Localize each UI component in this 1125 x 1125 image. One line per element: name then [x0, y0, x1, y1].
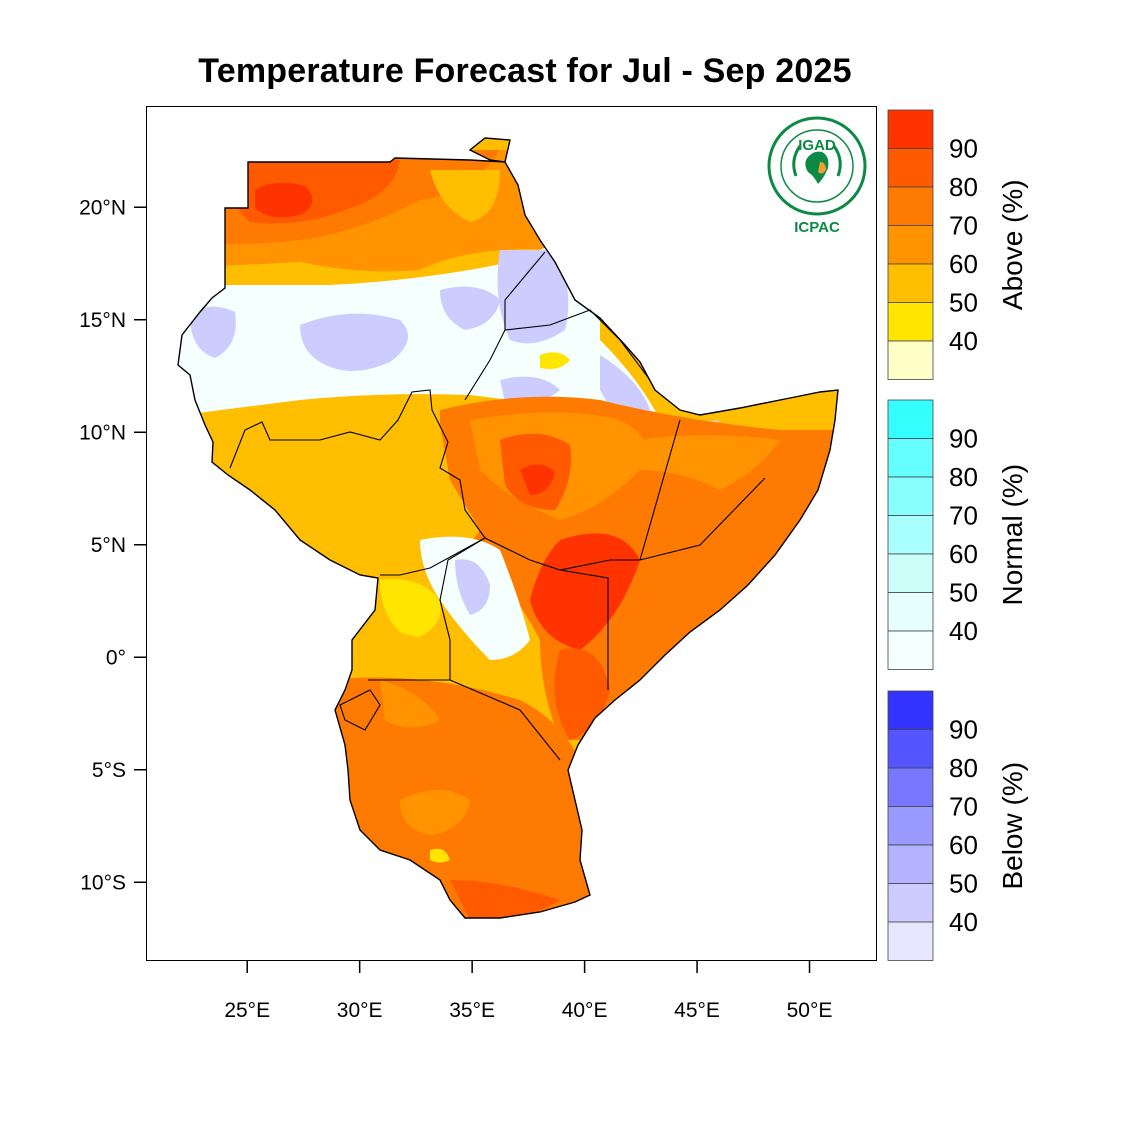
legend-label: 70	[949, 792, 978, 822]
legend-swatch	[887, 515, 934, 555]
legend-label: 70	[949, 501, 978, 531]
igad-icpac-logo: IGAD ICPAC	[767, 116, 867, 236]
legend-label: 80	[949, 172, 978, 202]
x-tick-label: 40°E	[562, 999, 608, 1022]
legend-swatch	[887, 186, 934, 226]
y-tick-label: 5°N	[91, 534, 126, 557]
x-tick-label: 25°E	[224, 999, 270, 1022]
legend-title: Below (%)	[997, 762, 1028, 890]
legend-swatch	[887, 729, 934, 769]
x-tick-label: 50°E	[787, 999, 833, 1022]
legend-title: Above (%)	[997, 179, 1028, 310]
legend-swatch	[887, 148, 934, 188]
y-tick-label: 0°	[106, 646, 126, 669]
africa-icon	[805, 151, 829, 184]
y-tick-label: 10°S	[80, 871, 126, 894]
y-tick-label: 10°N	[79, 421, 126, 444]
legend-swatch	[887, 921, 934, 961]
x-tick-label: 30°E	[337, 999, 383, 1022]
legend-label: 40	[949, 616, 978, 646]
legend-label: 60	[949, 249, 978, 279]
legend-swatch	[887, 806, 934, 846]
legend-swatch	[887, 263, 934, 303]
legend-swatch	[887, 690, 934, 730]
y-tick-label: 15°N	[79, 309, 126, 332]
x-axis: 25°E 30°E 35°E 40°E 45°E 50°E	[224, 961, 832, 1022]
y-axis: 20°N 15°N 10°N 5°N 0° 5°S 10°S	[79, 196, 146, 894]
svg-text:IGAD: IGAD	[798, 137, 836, 154]
legend-label: 60	[949, 830, 978, 860]
legend-below: 90 80 70 60 50 40 Below (%)	[887, 690, 1028, 961]
legend-swatch	[887, 883, 934, 923]
y-tick-label: 20°N	[79, 196, 126, 219]
legend-swatch	[887, 592, 934, 632]
legend-label: 40	[949, 907, 978, 937]
legend-swatch	[887, 340, 934, 380]
legend-label: 60	[949, 539, 978, 569]
legend-label: 80	[949, 462, 978, 492]
laurel-icon	[792, 145, 842, 177]
legend-swatch	[887, 630, 934, 670]
legend-label: 50	[949, 869, 978, 899]
legend-swatch	[887, 302, 934, 342]
map-title: Temperature Forecast for Jul - Sep 2025	[198, 52, 852, 90]
legend-swatch	[887, 476, 934, 516]
legend-swatch	[887, 399, 934, 439]
legend-title: Normal (%)	[997, 464, 1028, 606]
legend-label: 90	[949, 134, 978, 164]
legend-label: 80	[949, 753, 978, 783]
coastline	[177, 137, 839, 919]
legend-label: 90	[949, 424, 978, 454]
legend-label: 40	[949, 326, 978, 356]
forecast-field	[178, 138, 838, 918]
legend-swatch	[887, 109, 934, 149]
y-tick-label: 5°S	[92, 759, 126, 782]
legend-normal: 90 80 70 60 50 40 Normal (%)	[887, 399, 1028, 670]
country-borders	[229, 251, 766, 761]
legend-label: 90	[949, 715, 978, 745]
x-tick-label: 45°E	[674, 999, 720, 1022]
svg-text:ICPAC: ICPAC	[794, 219, 840, 236]
legend-label: 50	[949, 578, 978, 608]
legend-swatch	[887, 767, 934, 807]
legend-swatch	[887, 225, 934, 265]
legend-label: 70	[949, 211, 978, 241]
legend-above: 90 80 70 60 50 40 Above (%)	[887, 109, 1028, 380]
legend-label: 50	[949, 288, 978, 318]
legend-swatch	[887, 844, 934, 884]
legend-swatch	[887, 553, 934, 593]
x-tick-label: 35°E	[449, 999, 495, 1022]
legend-swatch	[887, 438, 934, 478]
